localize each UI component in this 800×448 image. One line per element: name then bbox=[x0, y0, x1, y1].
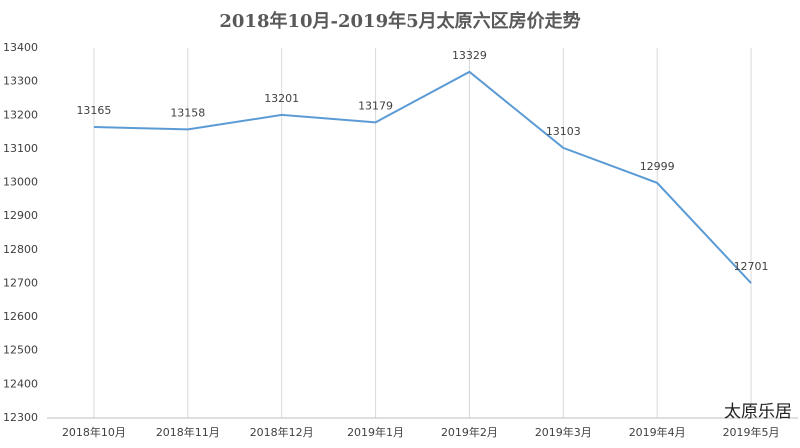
x-tick-label: 2019年1月 bbox=[347, 425, 404, 439]
data-label: 13158 bbox=[170, 106, 205, 119]
y-tick-label: 13300 bbox=[3, 75, 38, 88]
x-tick-label: 2019年5月 bbox=[723, 425, 780, 439]
x-tick-label: 2019年4月 bbox=[629, 425, 686, 439]
watermark: 太原乐居 bbox=[724, 402, 792, 422]
data-label: 12701 bbox=[734, 260, 769, 273]
y-tick-label: 12800 bbox=[3, 243, 38, 256]
x-tick-label: 2018年12月 bbox=[250, 425, 314, 439]
data-label: 13165 bbox=[76, 104, 111, 117]
x-tick-label: 2019年3月 bbox=[535, 425, 592, 439]
x-tick-label: 2018年11月 bbox=[156, 425, 220, 439]
y-tick-label: 13200 bbox=[3, 108, 38, 121]
data-label: 13329 bbox=[452, 49, 487, 62]
y-tick-label: 13100 bbox=[3, 142, 38, 155]
y-tick-label: 13400 bbox=[3, 41, 38, 54]
y-tick-label: 13000 bbox=[3, 176, 38, 189]
chart-title: 2018年10月-2019年5月太原六区房价走势 bbox=[219, 10, 580, 32]
data-label: 13201 bbox=[264, 92, 299, 105]
data-label: 12999 bbox=[640, 160, 675, 173]
data-label: 13103 bbox=[546, 125, 581, 138]
y-tick-label: 12500 bbox=[3, 344, 38, 357]
x-tick-label: 2019年2月 bbox=[441, 425, 498, 439]
y-tick-label: 12600 bbox=[3, 310, 38, 323]
y-tick-label: 12900 bbox=[3, 209, 38, 222]
x-tick-label: 2018年10月 bbox=[62, 425, 126, 439]
data-label: 13179 bbox=[358, 99, 393, 112]
y-tick-label: 12700 bbox=[3, 276, 38, 289]
y-tick-label: 12400 bbox=[3, 377, 38, 390]
y-tick-label: 12300 bbox=[3, 411, 38, 424]
line bbox=[93, 70, 752, 284]
